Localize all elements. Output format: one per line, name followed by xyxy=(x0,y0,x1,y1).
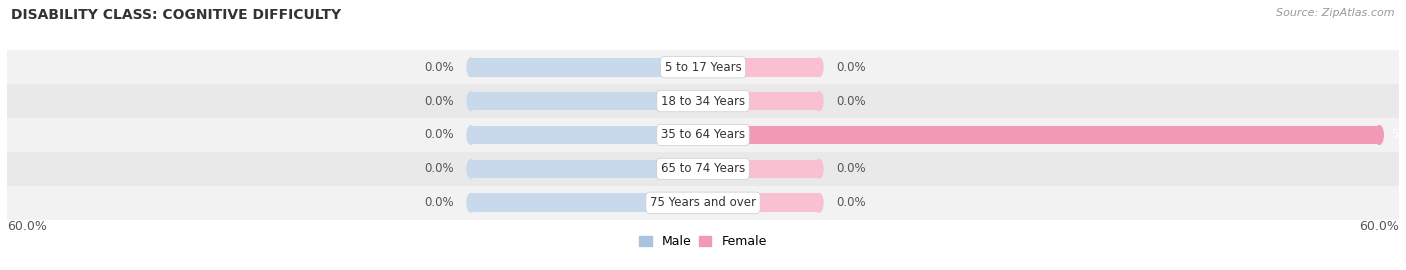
Bar xyxy=(471,126,703,144)
Text: 0.0%: 0.0% xyxy=(837,196,866,209)
Text: Source: ZipAtlas.com: Source: ZipAtlas.com xyxy=(1277,8,1395,18)
Ellipse shape xyxy=(467,126,475,144)
Bar xyxy=(7,84,1399,118)
Bar xyxy=(703,126,1379,144)
Ellipse shape xyxy=(467,58,475,77)
Ellipse shape xyxy=(815,58,823,77)
Text: 65 to 74 Years: 65 to 74 Years xyxy=(661,162,745,176)
Text: 60.0%: 60.0% xyxy=(1360,220,1399,233)
Text: 0.0%: 0.0% xyxy=(425,129,454,141)
Bar xyxy=(7,50,1399,84)
Ellipse shape xyxy=(815,193,823,212)
Ellipse shape xyxy=(467,193,475,212)
Text: 75 Years and over: 75 Years and over xyxy=(650,196,756,209)
Ellipse shape xyxy=(1375,126,1384,144)
Text: 0.0%: 0.0% xyxy=(425,94,454,108)
Bar xyxy=(471,92,703,110)
Bar xyxy=(471,193,703,212)
Text: 35 to 64 Years: 35 to 64 Years xyxy=(661,129,745,141)
Bar xyxy=(703,160,818,178)
Bar xyxy=(703,58,818,77)
Text: 60.0%: 60.0% xyxy=(7,220,46,233)
Text: 18 to 34 Years: 18 to 34 Years xyxy=(661,94,745,108)
Ellipse shape xyxy=(467,92,475,110)
Bar xyxy=(703,92,818,110)
Text: 0.0%: 0.0% xyxy=(425,162,454,176)
Bar xyxy=(471,58,703,77)
Legend: Male, Female: Male, Female xyxy=(634,230,772,253)
Text: 5 to 17 Years: 5 to 17 Years xyxy=(665,61,741,74)
Text: 0.0%: 0.0% xyxy=(425,61,454,74)
Ellipse shape xyxy=(815,92,823,110)
Text: 0.0%: 0.0% xyxy=(837,61,866,74)
Ellipse shape xyxy=(467,160,475,178)
Text: DISABILITY CLASS: COGNITIVE DIFFICULTY: DISABILITY CLASS: COGNITIVE DIFFICULTY xyxy=(11,8,342,22)
Bar xyxy=(7,118,1399,152)
Text: 58.3%: 58.3% xyxy=(1391,129,1406,141)
Bar xyxy=(7,186,1399,220)
Ellipse shape xyxy=(815,160,823,178)
Bar xyxy=(471,160,703,178)
Text: 0.0%: 0.0% xyxy=(837,162,866,176)
Bar xyxy=(7,152,1399,186)
Text: 0.0%: 0.0% xyxy=(425,196,454,209)
Bar xyxy=(703,193,818,212)
Text: 0.0%: 0.0% xyxy=(837,94,866,108)
